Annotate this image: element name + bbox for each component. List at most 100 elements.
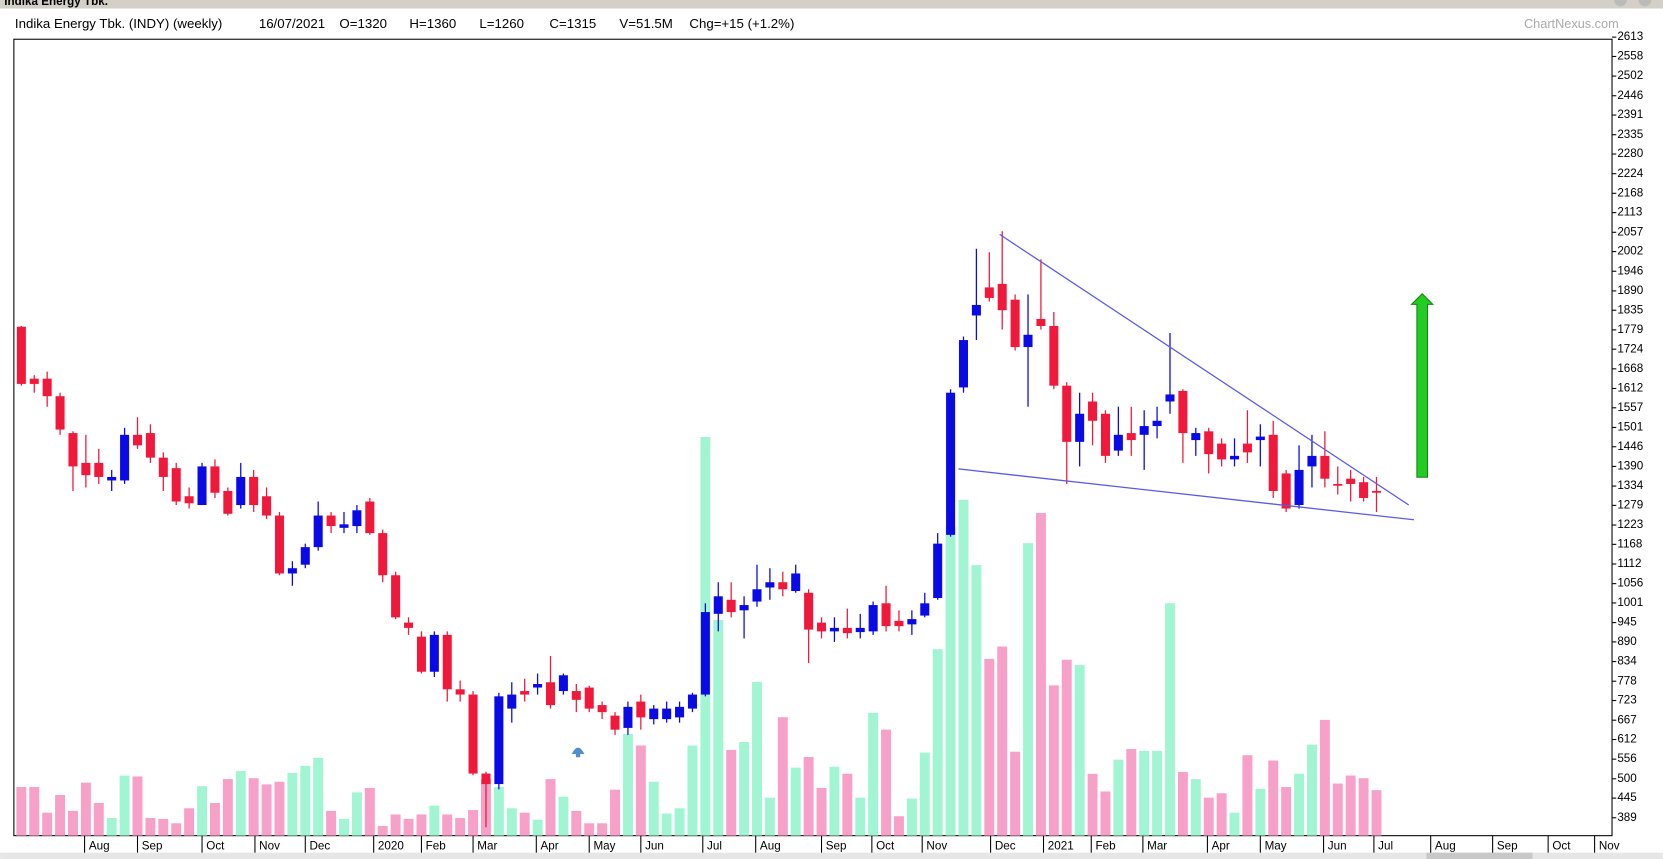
volume-bar [1229,812,1240,836]
volume-bar [816,787,827,836]
volume-bar [145,817,156,836]
candle-body [1371,490,1382,493]
header-item: V=51.5M [619,16,672,31]
window-title: Indika Energy Tbk. [4,0,108,8]
candle-body [184,496,194,504]
candle-body [1010,299,1020,348]
candle-body [16,326,26,384]
y-tick-label: 667 [1617,713,1636,726]
volume-bar [1010,751,1021,836]
x-tick-label: Feb [1096,839,1116,852]
y-tick-label: 2446 [1617,89,1643,102]
candle-body [868,605,878,632]
candle-body [1346,478,1356,484]
x-tick-label: Dec [310,839,331,852]
candle-body [1281,473,1291,509]
volume-bar [351,792,362,836]
x-tick-label: 2021 [1048,839,1074,852]
price-layer [16,231,1414,828]
volume-bar [1126,749,1137,836]
scrollbar[interactable] [0,852,1663,859]
volume-bar [1306,744,1317,836]
volume-bar [1268,760,1279,836]
volume-bar [984,658,995,836]
candle-body [1049,326,1059,386]
volume-bar [713,619,724,836]
candle-body [274,515,284,574]
candle-body [558,675,568,692]
volume-bar [1023,543,1033,836]
x-tick-label: Nov [1599,839,1620,852]
y-tick-label: 1890 [1617,284,1643,297]
y-tick-label: 1557 [1617,401,1643,414]
candle-body [339,524,349,528]
arrow-annotation [1410,293,1435,478]
y-tick-label: 1446 [1617,440,1643,453]
candle-body [378,533,388,576]
candle-body [507,694,517,709]
candle-body [1359,482,1369,499]
y-tick-label: 1112 [1617,557,1641,570]
window-button[interactable] [1614,0,1627,7]
volume-bar [248,778,259,836]
y-tick-label: 389 [1617,811,1636,824]
candle-body [791,573,801,592]
y-tick-label: 2002 [1617,245,1643,258]
volume-bar [519,812,530,836]
y-tick-label: 1168 [1617,537,1642,550]
volume-bar [790,767,801,836]
y-tick-label: 1001 [1617,596,1643,609]
scrollbar-thumb[interactable] [1426,852,1533,859]
candle-body [726,599,736,613]
volume-bar [29,787,40,836]
x-tick-label: Aug [89,839,110,852]
candle-body [404,622,414,628]
volume-bar [635,745,646,836]
plot-area [13,38,1613,837]
candle-body [842,627,852,634]
volume-bar [726,749,737,836]
candle-body [55,396,65,430]
volume-bar [571,810,582,836]
volume-bar [1255,788,1266,836]
x-tick-label: Apr [541,839,559,852]
y-tick-label: 1279 [1617,498,1643,511]
y-tick-label: 1668 [1617,362,1643,375]
x-tick-label: Aug [1435,839,1456,852]
y-tick-label: 1501 [1617,421,1643,434]
candle-body [1062,385,1072,442]
volume-bar [1048,685,1059,836]
candle-body [481,773,491,785]
candle-body [778,582,788,590]
watermark: ChartNexus.com [1524,16,1619,31]
x-tick-label: Nov [926,839,947,852]
y-tick-label: 2057 [1617,225,1643,238]
candle-body [1294,469,1304,506]
candle-body [120,434,130,481]
volume-bar [1319,719,1330,836]
volume-bar [261,784,272,836]
candle-body [1023,334,1033,348]
candle-body [1255,436,1265,441]
alert-icon[interactable] [571,747,585,758]
volume-bar [842,773,853,836]
y-tick-label: 2113 [1617,206,1642,219]
chart-title: Indika Energy Tbk. (INDY) (weekly) [15,16,222,31]
candle-body [365,501,375,534]
volume-bar [390,814,401,836]
candle-body [1139,426,1149,435]
volume-bar [326,810,337,836]
volume-bar [1294,773,1305,836]
candle-body [1320,455,1330,479]
x-tick-label: Oct [876,839,895,852]
x-tick-label: Sep [826,839,847,852]
x-tick-label: Sep [1497,839,1518,852]
volume-bar [597,823,608,836]
header-item: L=1260 [479,16,524,31]
window-button[interactable] [1638,0,1652,7]
candle-body [300,547,310,565]
candle-body [197,466,207,506]
x-tick-label: Mar [477,839,497,852]
candle-body [649,708,659,720]
candle-body [1217,443,1227,460]
